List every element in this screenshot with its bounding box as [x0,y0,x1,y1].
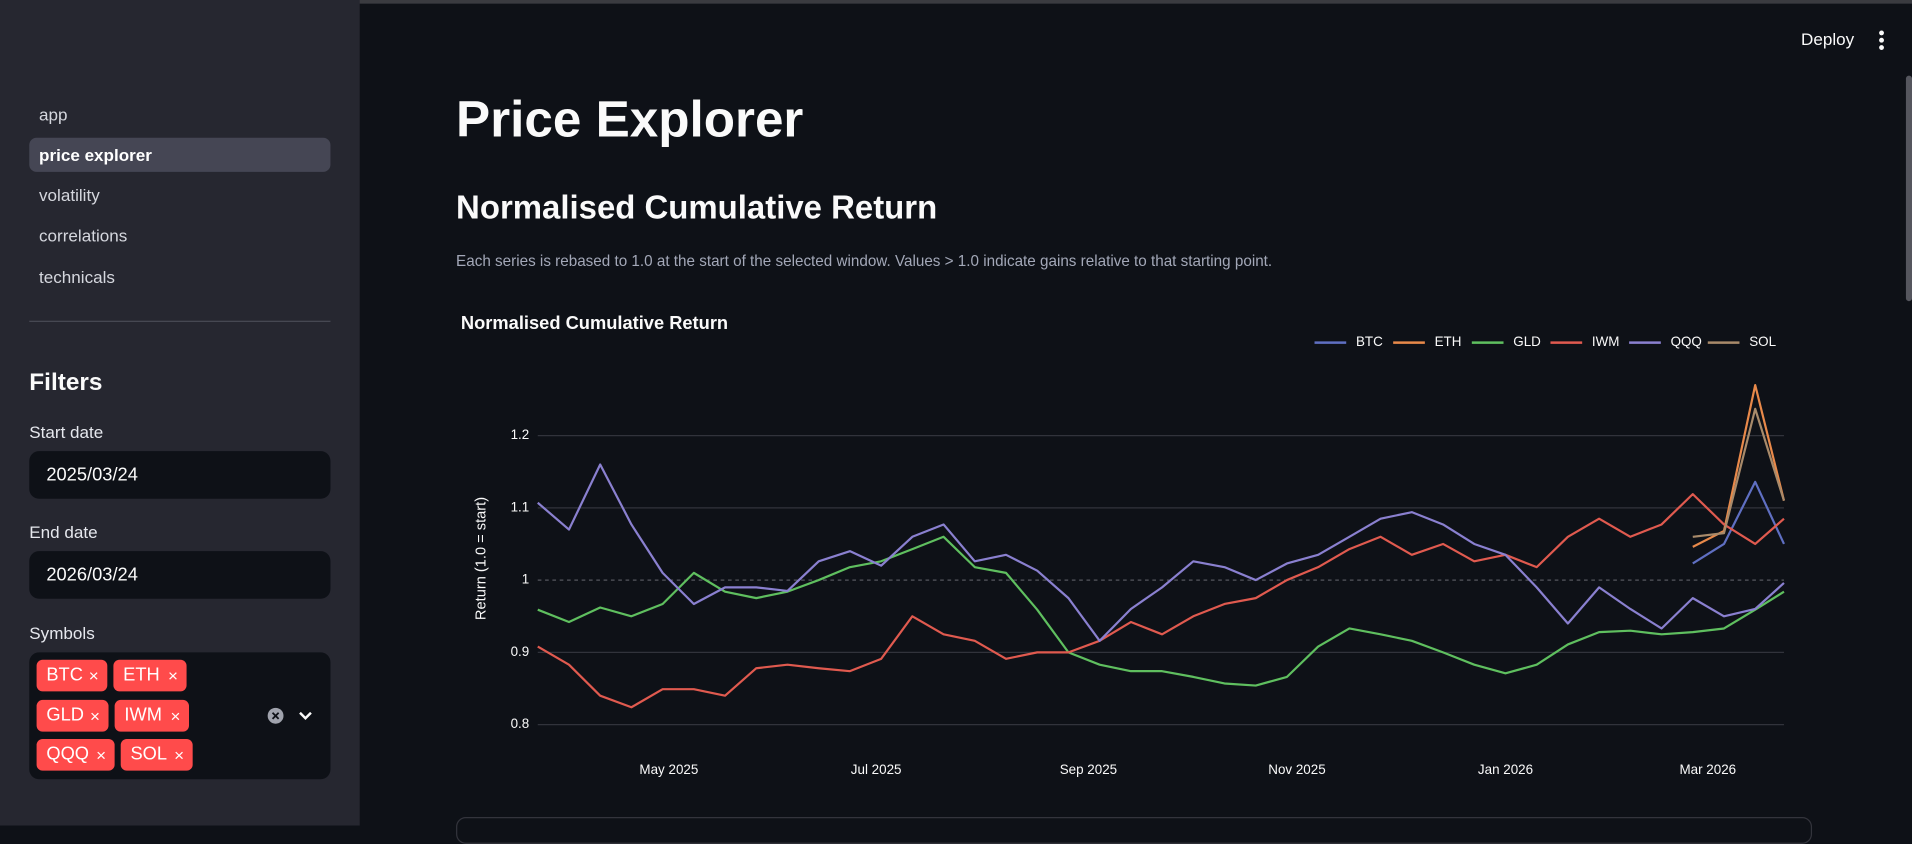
chevron[interactable] [299,711,312,720]
sidebar: app price explorer volatility correlations t… [0,0,360,826]
tag-remove[interactable]: × [174,745,185,765]
legend-label: BTC [1356,334,1383,349]
start-input[interactable]: 2025/03/24 [29,451,331,499]
symbols-select[interactable]: BTC × ETH × GLD × IWM × QQQ × SOL × [29,652,331,780]
legend-label: SOL [1749,334,1776,349]
scrollbar [1905,75,1912,302]
symbol-tag[interactable]: SOL × [120,738,193,771]
nav-item[interactable]: volatility [39,185,100,205]
end-label: End date [29,521,98,542]
symbol-tag[interactable]: BTC × [36,659,108,692]
nav-item[interactable]: app [39,104,68,125]
y-tick-label: 0.9 [511,644,530,659]
top-bar [0,0,1912,4]
nav-item[interactable]: technicals [39,267,115,287]
tag-remove[interactable]: × [88,665,99,686]
tag-text: ETH [123,664,160,686]
y-tick-label: 1 [522,572,529,587]
x-tick-label: Jul 2025 [851,762,902,777]
divider [29,320,331,322]
caption: Each series is rebased to 1.0 at the sta… [456,252,1273,270]
series-line [537,493,1785,709]
tag-text: QQQ [46,743,90,765]
x-tick-label: May 2025 [639,762,698,777]
menu-icon[interactable] [1875,29,1887,51]
x-tick-label: Sep 2025 [1060,762,1117,777]
series-line [537,535,1785,687]
y-tick-label: 0.8 [511,716,530,731]
symbols-label: Symbols [29,623,95,643]
legend-label: QQQ [1671,334,1702,349]
legend-label: IWM [1592,334,1620,349]
series-line [1692,383,1786,548]
start-label: Start date [29,421,104,442]
subheader: Normalised Cumulative Return [456,189,938,226]
chart-title: Normalised Cumulative Return [461,312,728,333]
x-tick-label: Mar 2026 [1679,762,1736,777]
symbol-tag[interactable]: QQQ × [36,738,115,771]
tag-remove[interactable]: × [168,665,179,686]
y-tick-label: 1.2 [511,427,530,442]
tag-remove[interactable]: × [90,706,100,726]
tag-text: SOL [130,743,168,765]
deploy-button[interactable]: Deploy [1801,29,1855,49]
next-panel [456,816,1813,844]
tag-text: BTC [46,664,83,686]
select-icons [267,707,312,724]
y-tick-label: 1.1 [511,499,530,514]
tag-text: GLD [46,704,84,726]
legend-label: ETH [1435,334,1462,349]
symbol-tag[interactable]: GLD × [36,699,109,732]
legend-label: GLD [1513,334,1541,349]
tag-text: IWM [124,704,162,726]
chart: Normalised Cumulative Return Return (1.0… [461,312,1786,777]
symbol-tag[interactable]: IWM × [114,699,190,732]
series-line [1692,407,1786,538]
x-tick-label: Nov 2025 [1268,762,1325,777]
page-title: Price Explorer [456,90,804,148]
series-line [1692,480,1785,565]
tag-remove[interactable]: × [96,745,107,765]
nav-item[interactable]: price explorer [29,137,331,172]
y-axis-label: Return (1.0 = start) [474,497,490,620]
filters-title: Filters [29,369,103,397]
clear-x [271,712,280,720]
x-tick-label: Jan 2026 [1478,762,1533,777]
nav-item[interactable]: correlations [39,225,128,246]
series-line [537,463,1785,642]
symbol-tag[interactable]: ETH × [113,659,187,692]
tag-remove[interactable]: × [170,706,181,726]
end-input[interactable]: 2026/03/24 [29,551,331,599]
